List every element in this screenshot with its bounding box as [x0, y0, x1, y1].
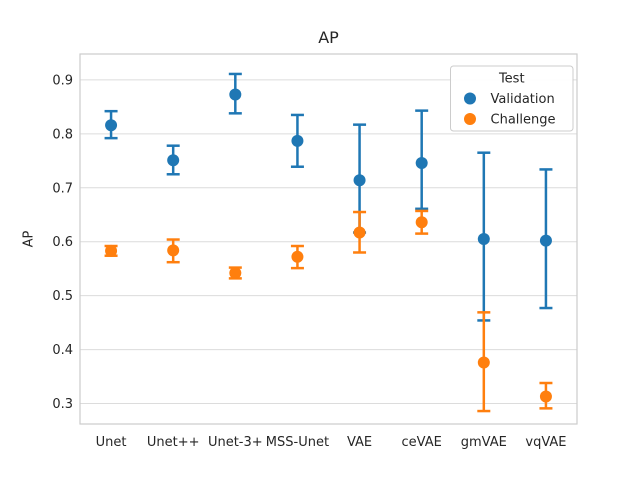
- y-tick-label: 0.9: [52, 73, 73, 88]
- data-point-marker: [291, 134, 304, 147]
- data-point-marker: [539, 234, 552, 247]
- legend: Test Validation Challenge: [450, 65, 574, 132]
- chart-title: AP: [318, 28, 339, 47]
- error-bar-challenge-Unet++: [166, 238, 180, 264]
- data-point-marker: [477, 233, 490, 245]
- x-tick-label: VAE: [347, 435, 372, 450]
- legend-marker-validation: [464, 92, 476, 105]
- legend-item-label: Validation: [491, 92, 555, 107]
- error-bar-validation-ceVAE: [415, 109, 429, 211]
- data-point-marker: [353, 226, 366, 239]
- error-bar-challenge-vqVAE: [539, 381, 553, 410]
- error-bar-validation-vqVAE: [539, 168, 553, 310]
- x-tick-label: gmVAE: [461, 435, 507, 450]
- y-axis-label: AP: [21, 230, 37, 248]
- data-point-marker: [229, 266, 242, 279]
- data-point-marker: [415, 156, 428, 169]
- data-point-marker: [415, 216, 428, 229]
- legend-box: [450, 65, 574, 132]
- data-point-marker: [167, 244, 180, 257]
- error-bar-challenge-gmVAE: [477, 311, 491, 413]
- y-tick-label: 0.6: [52, 235, 73, 250]
- data-point-marker: [291, 250, 304, 263]
- error-bar-challenge-Unet-3+: [228, 266, 242, 280]
- error-bar-challenge-VAE: [353, 210, 367, 254]
- data-point-marker: [105, 119, 118, 132]
- error-bar-validation-gmVAE: [477, 151, 491, 322]
- x-tick-label: Unet-3+: [208, 435, 263, 450]
- error-bar-validation-Unet-3+: [228, 72, 242, 115]
- data-point-marker: [229, 88, 242, 101]
- legend-marker-challenge: [464, 113, 476, 125]
- plot-border: [79, 53, 578, 425]
- data-point-marker: [105, 244, 118, 257]
- legend-item-label: Challenge: [491, 113, 556, 128]
- y-tick-label: 0.3: [52, 397, 73, 412]
- data-point-marker: [539, 390, 552, 403]
- error-bar-challenge-ceVAE: [415, 209, 429, 235]
- x-tick-label: Unet: [96, 435, 127, 450]
- data-point-marker: [167, 154, 180, 167]
- error-bar-challenge-MSS-Unet: [290, 244, 304, 270]
- data-point-marker: [477, 356, 490, 369]
- error-bar-challenge-Unet: [104, 244, 118, 257]
- legend-title: Test: [498, 72, 525, 87]
- y-tick-label: 0.5: [52, 289, 73, 304]
- x-tick-label: MSS-Unet: [266, 435, 329, 450]
- y-tick-label: 0.4: [52, 343, 73, 358]
- y-tick-label: 0.7: [52, 181, 73, 196]
- y-tick-label: 0.8: [52, 127, 73, 142]
- error-bar-validation-Unet: [104, 109, 118, 140]
- error-bar-validation-Unet++: [166, 144, 180, 176]
- error-bar-validation-MSS-Unet: [290, 113, 304, 168]
- x-tick-label: vqVAE: [525, 435, 566, 450]
- x-tick-label: ceVAE: [402, 435, 442, 450]
- x-tick-label: Unet++: [147, 435, 200, 450]
- data-point-marker: [353, 174, 366, 187]
